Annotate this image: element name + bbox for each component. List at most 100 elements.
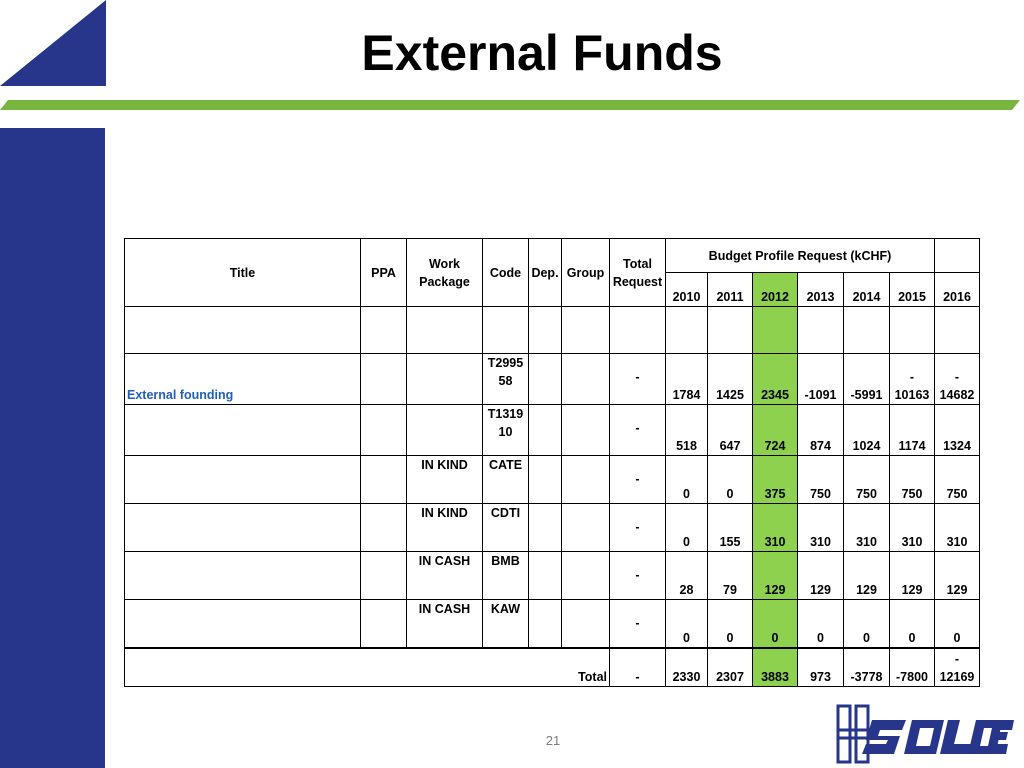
row-value-2015: 129 — [889, 551, 935, 600]
left-sidebar-band — [0, 128, 105, 768]
row-value-2015-line: - — [909, 370, 915, 384]
row-total-request: - — [609, 404, 666, 456]
row-group — [561, 404, 610, 456]
row-value-2016 — [934, 306, 980, 354]
row-group — [561, 353, 610, 405]
row-group — [561, 599, 610, 649]
row-title-link: External founding — [124, 353, 361, 405]
row-value-2012: 310 — [752, 503, 798, 552]
row-value-2014: -5991 — [843, 353, 890, 405]
row-code: KAW — [482, 599, 529, 649]
row-value-2016: 750 — [934, 455, 980, 504]
row-dep — [528, 599, 562, 649]
row-code — [482, 306, 529, 354]
row-total-request: - — [609, 599, 666, 649]
row-value-2011 — [707, 306, 753, 354]
row-value-2015: 1174 — [889, 404, 935, 456]
row-title — [124, 306, 361, 354]
external-funds-table: Title PPA Work Package Code Dep. Group T… — [124, 238, 980, 687]
row-value-2011: 1425 — [707, 353, 753, 405]
row-dep — [528, 551, 562, 600]
row-value-2011: 0 — [707, 599, 753, 649]
row-value-2014: 1024 — [843, 404, 890, 456]
row-value-2013: 0 — [797, 599, 844, 649]
header-total-request: Total Request — [609, 238, 666, 307]
header-title: Title — [124, 238, 361, 307]
row-work-package — [406, 353, 483, 405]
header-year-2010: 2010 — [665, 272, 708, 307]
row-value-2016: 310 — [934, 503, 980, 552]
table-row: T1319 10 -518 647 724 874 1024 1174 1324 — [124, 404, 980, 456]
row-value-2014: 0 — [843, 599, 890, 649]
table-row: IN CASH KAW -0 0 0 0 0 0 0 — [124, 599, 980, 649]
row-dep — [528, 404, 562, 456]
total-value-2016-line: - — [954, 652, 960, 666]
table-row — [124, 306, 980, 354]
row-group — [561, 551, 610, 600]
row-work-package: IN KIND — [406, 503, 483, 552]
header-work-package: Work Package — [406, 238, 483, 307]
row-code: CDTI — [482, 503, 529, 552]
header-group: Group — [561, 238, 610, 307]
row-value-2015 — [889, 306, 935, 354]
header-blank — [934, 238, 980, 273]
row-value-2011: 79 — [707, 551, 753, 600]
row-total-request: - — [609, 551, 666, 600]
total-value-2014: -3778 — [843, 647, 890, 687]
row-value-2015: - 10163 — [889, 353, 935, 405]
row-value-2012: 129 — [752, 551, 798, 600]
row-group — [561, 306, 610, 354]
row-value-2012: 375 — [752, 455, 798, 504]
total-value-2016-line: 12169 — [939, 670, 975, 684]
row-ppa — [360, 599, 407, 649]
row-group — [561, 503, 610, 552]
row-value-2010: 1784 — [665, 353, 708, 405]
row-dep — [528, 306, 562, 354]
row-dep — [528, 455, 562, 504]
slide-title: External Funds — [361, 25, 723, 81]
row-title — [124, 404, 361, 456]
row-value-2013: 874 — [797, 404, 844, 456]
row-group — [561, 455, 610, 504]
row-title — [124, 455, 361, 504]
row-total-request — [609, 306, 666, 354]
row-ppa — [360, 551, 407, 600]
row-ppa — [360, 404, 407, 456]
page-number: 21 — [545, 733, 561, 748]
row-value-2015-line: 10163 — [894, 388, 930, 402]
row-value-2015: 310 — [889, 503, 935, 552]
row-title — [124, 599, 361, 649]
table-row: External founding T2995 58-1784 1425 2345 -10… — [124, 353, 980, 405]
row-code: CATE — [482, 455, 529, 504]
total-label: Total — [124, 647, 610, 687]
row-value-2016: 129 — [934, 551, 980, 600]
total-value-2011: 2307 — [707, 647, 753, 687]
total-value-2013: 973 — [797, 647, 844, 687]
header-row: Title PPA Work Package Code Dep. Group T… — [124, 238, 980, 307]
row-dep — [528, 353, 562, 405]
row-value-2016: 0 — [934, 599, 980, 649]
row-value-2015: 0 — [889, 599, 935, 649]
row-total-request: - — [609, 353, 666, 405]
row-code-line: 58 — [498, 374, 513, 388]
header-budget-profile: Budget Profile Request (kCHF) — [665, 238, 935, 273]
header-year-2015: 2015 — [889, 272, 935, 307]
row-ppa — [360, 503, 407, 552]
row-value-2013: 129 — [797, 551, 844, 600]
row-value-2016-line: - — [954, 370, 960, 384]
row-value-2016: 1324 — [934, 404, 980, 456]
row-dep — [528, 503, 562, 552]
row-work-package: IN KIND — [406, 455, 483, 504]
table-row: IN CASH BMB -28 79 129 129 129 129 129 — [124, 551, 980, 600]
header-year-2013: 2013 — [797, 272, 844, 307]
table-row: IN KIND CATE -0 0 375 750 750 750 750 — [124, 455, 980, 504]
row-value-2015: 750 — [889, 455, 935, 504]
row-value-2010: 0 — [665, 599, 708, 649]
row-work-package — [406, 404, 483, 456]
accent-line — [0, 100, 1020, 110]
row-value-2012: 724 — [752, 404, 798, 456]
row-work-package: IN CASH — [406, 551, 483, 600]
hesolde-logo — [836, 704, 1014, 764]
header-dep: Dep. — [528, 238, 562, 307]
header-years-row: 2010 2011 2012 2013 2014 2015 2016 — [125, 272, 980, 307]
